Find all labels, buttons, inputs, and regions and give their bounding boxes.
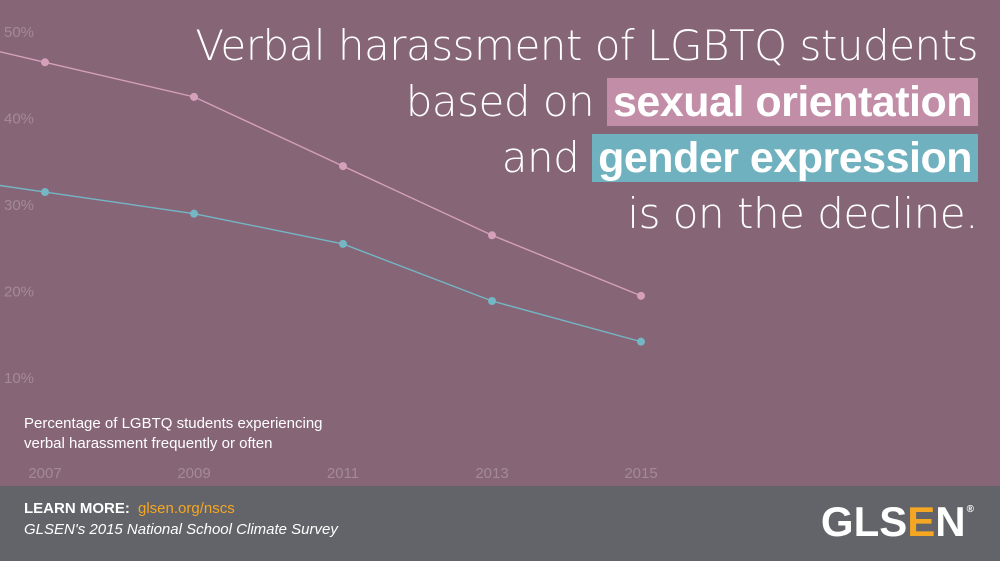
chart-caption-line-2: verbal harassment frequently or often xyxy=(24,435,273,452)
y-tick-label: 30% xyxy=(4,197,34,214)
headline-line-4: is on the decline. xyxy=(627,189,978,238)
y-tick-label: 20% xyxy=(4,284,34,301)
series-1-point xyxy=(190,92,198,101)
headline: Verbal harassment of LGBTQ students base… xyxy=(178,18,978,242)
series-2-point xyxy=(637,337,645,346)
source-citation: GLSEN's 2015 National School Climate Sur… xyxy=(24,521,338,538)
series-1-point xyxy=(637,291,645,300)
x-tick-label: 2009 xyxy=(177,465,210,482)
learn-more-label: LEARN MORE: xyxy=(24,500,130,517)
series-1-point xyxy=(339,162,347,171)
series-2-point xyxy=(339,239,347,248)
series-2-point xyxy=(190,209,198,218)
logo-part-2: N xyxy=(935,498,966,545)
x-tick-label: 2013 xyxy=(475,465,508,482)
series-2-point xyxy=(41,188,49,197)
logo-registered-mark: ® xyxy=(966,504,974,515)
x-tick-label: 2007 xyxy=(28,465,61,482)
chart-caption: Percentage of LGBTQ students experiencin… xyxy=(24,414,424,454)
x-tick-label: 2015 xyxy=(624,465,657,482)
y-tick-label: 40% xyxy=(4,111,34,128)
footer-bar: LEARN MORE: glsen.org/nscs GLSEN's 2015 … xyxy=(0,486,1000,561)
line-chart: 10% 20% 30% 40% 50% 2007 2009 2011 2013 2015 xyxy=(0,24,658,482)
series-2-line xyxy=(0,184,642,343)
x-tick-label: 2011 xyxy=(327,465,359,482)
y-tick-label: 10% xyxy=(4,370,34,387)
headline-line-2: based on sexual orientation xyxy=(178,74,978,130)
chart-caption-line-1: Percentage of LGBTQ students experiencin… xyxy=(24,415,323,432)
logo-accent-letter: E xyxy=(907,498,936,545)
headline-line-3: and gender expression xyxy=(178,130,978,186)
logo-part-1: GLS xyxy=(820,498,908,545)
glsen-logo: GLSEN® xyxy=(821,498,974,546)
series-1-point xyxy=(488,231,496,240)
series-1-line xyxy=(0,51,642,297)
highlight-gender-expression: gender expression xyxy=(592,134,978,182)
headline-line-1: Verbal harassment of LGBTQ students xyxy=(195,21,978,70)
series-1-point xyxy=(41,58,49,67)
headline-line-2-prefix: based on xyxy=(405,77,595,126)
highlight-sexual-orientation: sexual orientation xyxy=(607,78,978,126)
headline-line-3-prefix: and xyxy=(501,133,580,182)
learn-more-link[interactable]: glsen.org/nscs xyxy=(138,500,235,517)
learn-more: LEARN MORE: glsen.org/nscs xyxy=(24,500,235,517)
series-2-point xyxy=(488,297,496,306)
y-tick-label: 50% xyxy=(4,24,34,41)
